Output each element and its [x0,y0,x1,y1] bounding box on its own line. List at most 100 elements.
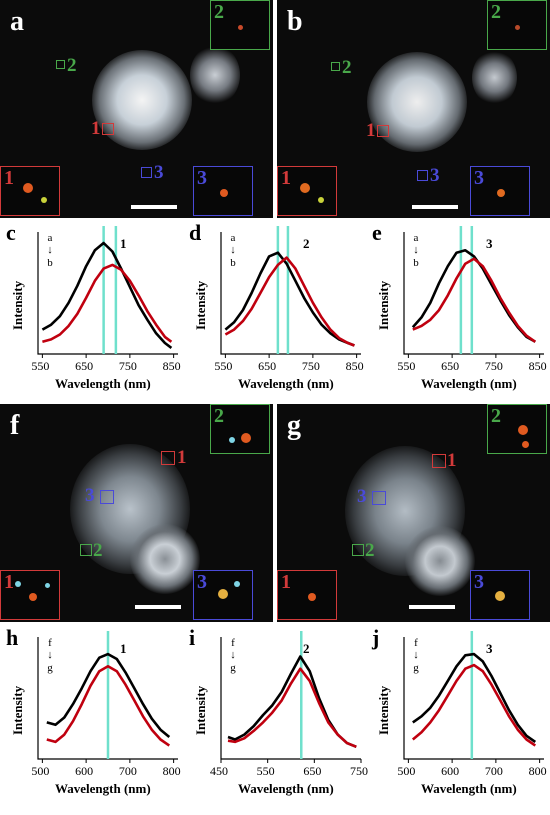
x-tick-label: 600 [441,764,460,778]
spectrum-series-after [227,667,357,749]
scale-bar [131,205,177,209]
axes [220,637,361,760]
spectrum-series-before [224,251,355,347]
x-tick-label: 700 [118,764,137,778]
particle [495,591,505,601]
roi-label-1: 1 [91,118,101,139]
arrow-down-icon: ↓ [413,244,419,256]
spot-number: 2 [303,641,310,656]
y-axis-label: Intensity [376,280,391,330]
panel-label-c: c [6,220,16,245]
spectrum-plot [403,631,544,763]
inset-2: 2 [210,404,270,454]
particle [238,25,243,30]
particle [229,437,235,443]
roi-label-1: 1 [177,447,187,468]
arrow-to-label: g [230,662,236,674]
spectrum-panel-j: j 3 f ↓ g Intensity 500 600 700 800 Wavelength (nm… [366,627,548,805]
spectrum-series-after [46,664,171,747]
micrograph-g: g 1 3 2 2 1 3 [277,404,550,622]
particle [220,189,228,197]
inset-2: 2 [487,0,547,50]
spectrum-panel-d: d 2 a ↓ b Intensity 550 650 750 850 Wavelength (nm… [183,222,365,400]
x-tick-label: 650 [75,359,94,373]
arrow-to-label: g [47,662,53,674]
inset-1: 1 [0,570,60,620]
inset-1: 1 [0,166,60,216]
cell-extension [472,50,517,105]
spectrum-series-before [412,652,537,743]
axes [220,232,361,355]
arrow-down-icon: ↓ [413,649,419,661]
roi-label-1: 1 [447,450,457,471]
spot-number: 3 [486,236,493,251]
x-tick-label: 850 [528,359,547,373]
panel-label-a: a [10,6,24,37]
arrow-to-label: b [47,257,53,269]
x-tick-label: 750 [484,359,503,373]
inset-label-2: 2 [491,1,501,23]
particle [515,25,520,30]
panel-label-f: f [10,410,20,441]
inset-label-2: 2 [491,405,501,427]
arrow-from-label: a [413,232,419,244]
y-axis-label: Intensity [193,280,208,330]
spot-number: 1 [120,641,127,656]
roi-box-1 [432,454,446,468]
arrow-from-label: a [230,232,236,244]
panel-label-i: i [189,625,196,650]
axes [403,637,544,760]
arrow-from-label: a [47,232,53,244]
x-tick-label: 500 [31,764,50,778]
axes [37,232,178,355]
x-tick-label: 550 [31,359,50,373]
x-axis-label: Wavelength (nm) [238,376,334,391]
roi-label-3: 3 [357,486,367,507]
x-tick-label: 550 [256,764,275,778]
spectrum-panel-c: c 1 a ↓ b Intensity 550 650 750 850 Wavelength (nm… [0,222,182,400]
spectrum-series-after [411,663,537,747]
particle [15,581,21,587]
panel-label-d: d [189,220,202,245]
x-tick-label: 700 [484,764,503,778]
spot-number: 1 [120,236,127,251]
inset-label-1: 1 [281,571,291,593]
particle [41,197,47,203]
cell-extension [190,45,240,105]
roi-box-3 [100,490,114,504]
arrow-from-label: f [231,637,235,649]
x-tick-label: 550 [214,359,233,373]
y-axis-label: Intensity [376,685,391,735]
panel-label-g: g [287,410,301,441]
particle [518,425,528,435]
roi-box-1 [377,125,389,137]
cell-nucleus [405,526,475,596]
panel-label-b: b [287,6,303,37]
inset-label-3: 3 [197,571,207,593]
cell-nucleus [130,524,200,594]
roi-box-3 [372,491,386,505]
inset-3: 3 [193,570,253,620]
scale-bar [135,605,181,609]
panel-label-j: j [372,625,380,650]
particle [522,441,529,448]
roi-label-3: 3 [154,162,164,183]
cell-body [92,50,192,150]
roi-box-2 [331,62,340,71]
roi-box-1 [102,123,114,135]
arrow-down-icon: ↓ [47,244,53,256]
particle [241,433,251,443]
y-axis-label: Intensity [10,280,25,330]
roi-box-2 [80,544,92,556]
spectrum-series-before [41,241,173,349]
x-axis-label: Wavelength (nm) [55,781,151,796]
inset-1: 1 [277,166,337,216]
inset-label-3: 3 [197,167,207,189]
spectrum-plot [37,631,178,763]
roi-label-2: 2 [365,540,375,561]
x-axis-label: Wavelength (nm) [421,781,517,796]
arrow-down-icon: ↓ [230,244,236,256]
spectrum-plot [220,226,361,358]
x-tick-label: 650 [258,359,277,373]
particle [23,183,33,193]
